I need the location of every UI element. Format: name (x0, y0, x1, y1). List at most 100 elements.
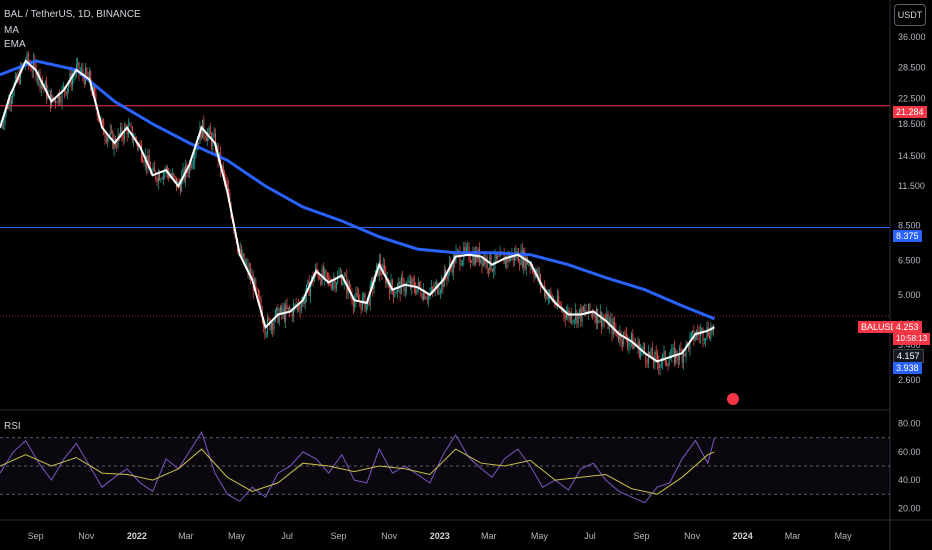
candle-body (550, 290, 552, 295)
candle-body (293, 304, 294, 317)
candle-body (490, 254, 492, 270)
candle-body (442, 278, 444, 288)
candle-body (322, 268, 324, 279)
candle-body (287, 307, 289, 310)
time-tick-label: Sep (28, 531, 44, 541)
candle-body (675, 350, 677, 363)
candle-body (125, 126, 127, 128)
candle-body (77, 62, 79, 65)
candle-body (598, 320, 600, 323)
candle-body (410, 280, 411, 289)
candle-body (250, 269, 252, 279)
candle-body (462, 260, 463, 265)
candle-body (484, 257, 486, 264)
candle-body (517, 251, 519, 263)
candle-body (631, 333, 632, 342)
candle-body (602, 318, 604, 327)
candle-body (593, 315, 595, 316)
candle-body (445, 270, 447, 276)
candle-body (10, 99, 12, 104)
candle-body (677, 358, 679, 360)
ma-legend[interactable]: MA (4, 25, 19, 36)
candle-body (156, 178, 158, 182)
rsi-legend[interactable]: RSI (4, 421, 21, 432)
candle-body (415, 289, 417, 294)
candle-body (189, 162, 190, 174)
candle-body (256, 287, 258, 290)
candle-body (525, 257, 527, 269)
candle-body (220, 152, 222, 170)
rsi-pane (0, 430, 890, 504)
horizontal-lines[interactable] (0, 105, 890, 317)
candle-body (104, 134, 106, 139)
candle-body (330, 284, 332, 289)
candle-body (268, 318, 270, 320)
time-axis[interactable]: Sep Nov 2022 Mar May Jul Sep Nov 2023 Mar May Jul Se… (28, 531, 852, 541)
candle-body (124, 126, 125, 140)
candle-body (460, 264, 462, 266)
candle-body (529, 263, 531, 267)
candle-body (439, 290, 441, 293)
candle-body (348, 281, 350, 292)
candle-body (356, 292, 358, 296)
candle-body (269, 319, 271, 330)
rsi-tick-label: 80.00 (898, 419, 921, 429)
candle-body (62, 86, 64, 88)
candle-body (438, 292, 440, 294)
candle-body (408, 280, 410, 283)
rsi-axis[interactable]: 80.00 60.00 40.00 20.00 (898, 419, 921, 514)
candle-body (65, 91, 67, 95)
candle-body (57, 93, 59, 104)
candle-body (672, 347, 674, 349)
event-marker-icon[interactable] (727, 393, 739, 405)
candle-body (358, 295, 359, 301)
ema-line (0, 59, 716, 321)
candle-body (319, 277, 320, 279)
candle-body (650, 348, 652, 356)
candle-body (555, 304, 557, 306)
candle-body (342, 281, 344, 285)
candle-body (9, 98, 11, 104)
candle-body (118, 133, 120, 136)
candle-body (621, 341, 623, 345)
candle-body (680, 348, 682, 352)
candle-body (451, 265, 453, 273)
candle-body (519, 262, 521, 265)
ema-legend[interactable]: EMA (4, 39, 26, 50)
candle-body (48, 90, 50, 92)
time-tick-label: Mar (178, 531, 194, 541)
time-tick-label: Sep (331, 531, 347, 541)
candle-body (701, 328, 703, 331)
candle-body (437, 282, 439, 294)
candle-body (666, 363, 668, 365)
candle-body (395, 292, 397, 294)
candle-body (432, 287, 434, 290)
candle-body (658, 362, 660, 369)
price-tick-label: 18.500 (898, 119, 926, 129)
candle-body (467, 247, 469, 248)
candle-body (363, 294, 365, 298)
candle-body (264, 327, 266, 335)
candle-body (163, 172, 164, 179)
candle-body (413, 281, 415, 290)
currency-button[interactable]: USDT (894, 4, 926, 26)
candle-body (644, 346, 645, 354)
candle-body (465, 247, 467, 251)
candle-body (222, 166, 224, 173)
symbol-title[interactable]: BAL / TetherUS, 1D, BINANCE (4, 9, 141, 20)
candle-body (139, 143, 141, 145)
candle-body (94, 86, 96, 93)
price-tick-label: 28.500 (898, 63, 926, 73)
candle-body (686, 342, 688, 343)
candle-body (549, 290, 551, 296)
candle-body (506, 256, 508, 263)
candle-body (564, 314, 566, 319)
candle-body (477, 248, 479, 261)
candle-body (101, 119, 103, 121)
candle-body (573, 319, 575, 321)
candle-body (624, 331, 626, 334)
candle-body (59, 93, 60, 102)
candle-body (667, 364, 669, 366)
